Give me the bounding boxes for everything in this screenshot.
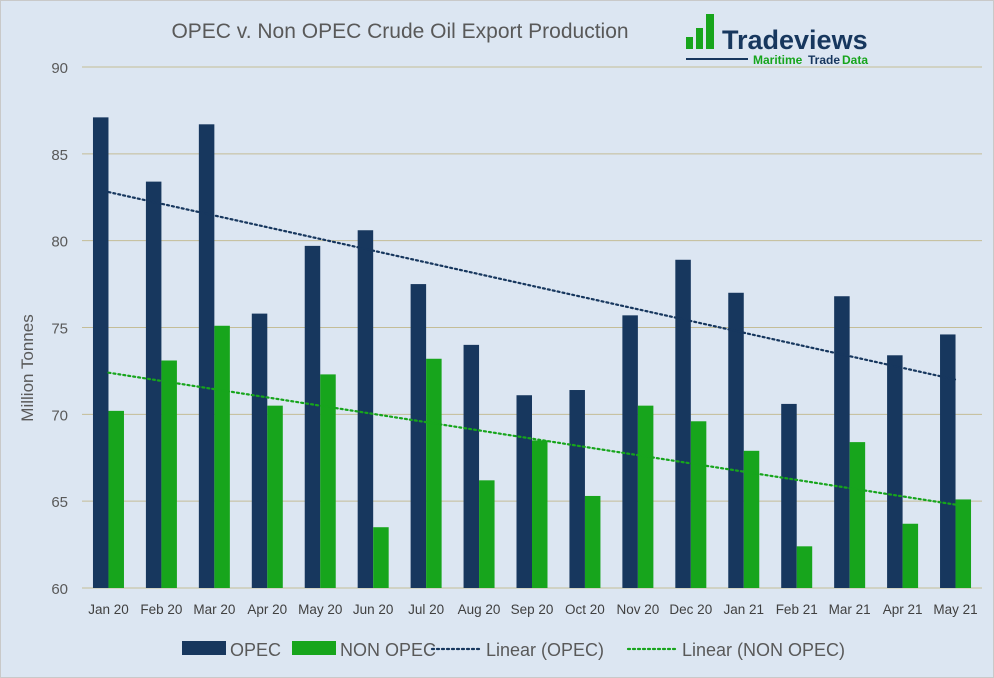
logo-tagline-maritime: Maritime [753, 53, 803, 67]
logo-bar-icon [696, 28, 703, 49]
logo-bar-icon [706, 14, 714, 49]
logo-bar-icon [686, 37, 693, 49]
logo-underline [686, 58, 748, 60]
logo-tagline-data: Data [842, 53, 868, 67]
tradeviews-logo: Tradeviews Maritime Trade Data [686, 14, 868, 67]
logo-tagline-trade: Trade [808, 53, 840, 67]
chart-title: OPEC v. Non OPEC Crude Oil Export Produc… [171, 20, 629, 43]
logo-brand: Tradeviews [722, 25, 868, 55]
